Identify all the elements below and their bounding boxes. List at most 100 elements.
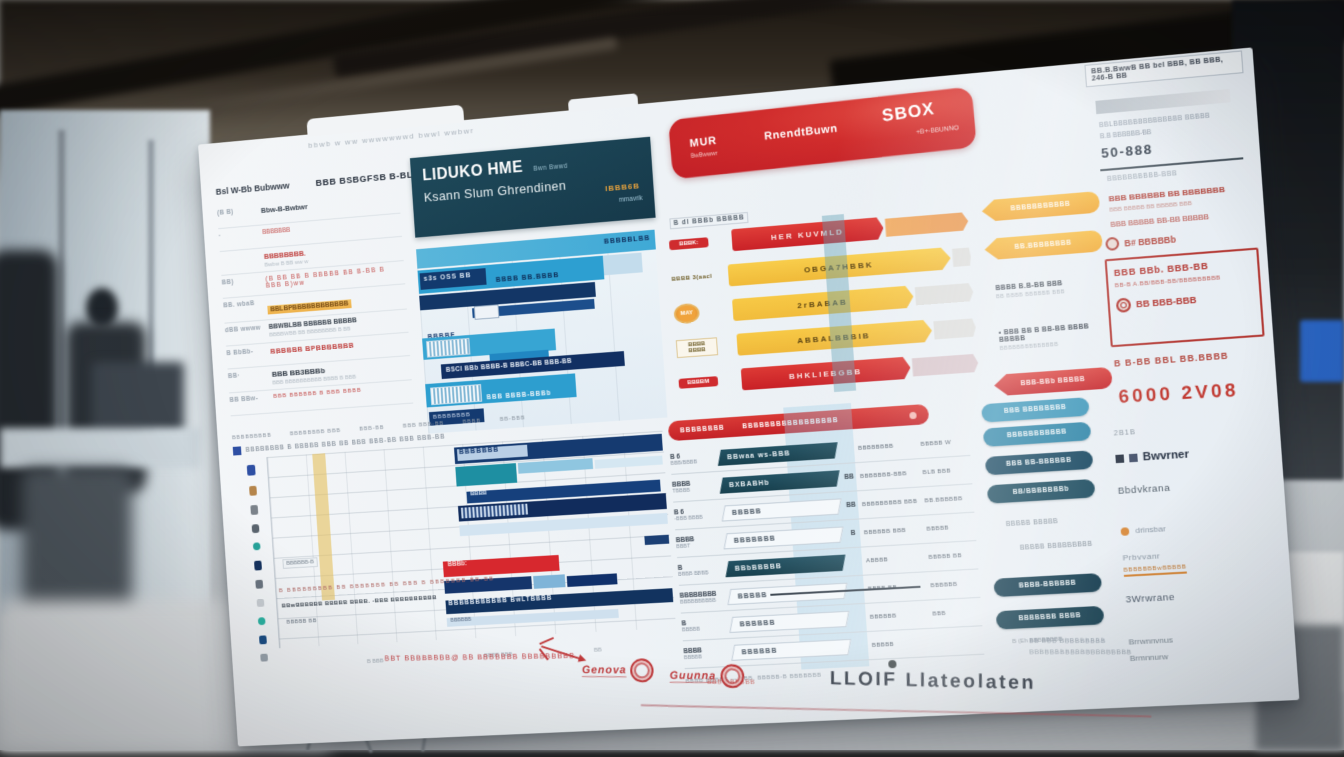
list-item-label: BB· — [227, 372, 241, 381]
row-badge-seal-icon: MAY — [673, 302, 701, 325]
monitor-silhouette — [92, 362, 184, 434]
gantt-label: BBBBBB-B — [282, 557, 318, 569]
table-header-text: BBBBBBBB — [679, 424, 725, 435]
cell: BBBB BBBB — [678, 570, 709, 578]
bar-marker — [473, 304, 500, 320]
axis-label: B BBB — [366, 658, 384, 666]
list-item-label: BB) — [221, 278, 234, 287]
corner-tag-sub: mmavrik — [618, 194, 643, 204]
desk — [0, 428, 200, 468]
gantt-bar: BBBb: — [442, 554, 560, 578]
corner-tag: IBBB6B — [604, 181, 641, 194]
ribbon-text-block: BBBB B.B-BB BBB BB BBBB BBBBBB BBB — [995, 276, 1112, 300]
cell — [848, 617, 870, 618]
panel-item: B B-BB BBL BB.BBBB — [1113, 350, 1229, 369]
bar — [602, 252, 643, 276]
panel-line: BBLBBBBBBBBBBBBBB BBBBB — [1098, 112, 1211, 130]
list-item-label: · — [218, 232, 222, 240]
gantt-bar — [533, 574, 566, 589]
gantt-bar — [455, 463, 518, 487]
title-suffix: Bwn Bwwd — [533, 162, 568, 173]
column-header: BBBBBBBBB — [231, 432, 272, 442]
summary-list: (B B) Bbw-B-Bwbwr · BBBBBBB BBBBBBBB. Bw… — [216, 190, 414, 417]
chart-row: BBBB BBBB ABBALBBBIB — [675, 316, 977, 360]
tag-pill: BBB BB-BBBBBB — [984, 450, 1094, 476]
cell: BBBBB W — [920, 439, 952, 448]
banner-big-text: SBOX — [880, 98, 936, 126]
row-bar-label: BBBBBBB — [733, 534, 776, 544]
list-item-label: dBB wwww — [224, 324, 262, 335]
cell: B — [850, 529, 856, 538]
cell: BBBBB — [926, 524, 950, 533]
bar-extension — [912, 354, 979, 377]
radio-label: B# BBBBBb — [1123, 233, 1177, 249]
stamp-seal-icon — [630, 658, 655, 683]
gantt-bar — [644, 534, 670, 546]
row-bar-label: BBBBB — [731, 507, 763, 516]
divider — [1100, 157, 1244, 172]
ribbon-column: BBBBBBBBBBB BB.BBBBBBBB BBBB B.B-BB BBB … — [981, 190, 1119, 395]
gantt-bar: BBBBBBBBBBB BwLTBBBB — [445, 588, 674, 615]
cell: BBBBBB — [869, 612, 897, 621]
gantt-bar — [517, 458, 594, 474]
square-icon — [1128, 453, 1138, 463]
radio-item: B# BBBBBb — [1105, 232, 1177, 252]
row-bar-label: BXBABHb — [728, 478, 770, 489]
tag-pill: BBBB-BBBBBB — [993, 573, 1103, 598]
cell — [836, 448, 858, 449]
title-card: LIDUKO HME Bwn Bwwd Ksann Slum Ghrendine… — [409, 136, 656, 238]
cell: BBB — [932, 610, 947, 618]
ribbon: BBB-BBb BBBBB — [993, 367, 1112, 396]
legend-item: drinsbar — [1120, 524, 1166, 536]
cell: BB — [846, 501, 856, 510]
bar-hatch — [430, 384, 483, 406]
list-item-text: Bbw-B-Bwbwr — [260, 202, 308, 215]
tag-pill: BBB BBBBBBBB — [981, 397, 1090, 423]
cell: BBBBB — [683, 654, 703, 662]
dashboard-poster: bbwb w ww wwwwwwwd bwwl wwbwr Bsl W-Bb B… — [198, 47, 1300, 747]
cell: BLB BBB — [922, 467, 952, 476]
row-bar: BBBBB — [721, 497, 842, 522]
cell — [934, 640, 981, 642]
cell: BBBBB BB — [928, 552, 963, 561]
square-icon — [1115, 454, 1125, 464]
gantt-bars: BBBBBBB BBBB BBBb: BBBBBBBBBBB BwLTBBBB BBBB… — [233, 418, 680, 673]
bar: 2rBABAB — [732, 285, 914, 321]
meta-left: Bsl W-Bb Bubwww — [215, 180, 290, 197]
tag-pill: BB/BBBBBBBb — [986, 478, 1096, 504]
chart-row: BBBBM BHKLIEBGBB — [678, 352, 979, 395]
stamp-text: Genova — [581, 663, 627, 677]
row-bar-label: BBBBBB — [739, 618, 776, 628]
cell: BBBBBBBBBB — [679, 597, 717, 606]
cell: BBBBBBB-BBB — [859, 470, 908, 480]
cell: BB.BBBBBB — [924, 495, 963, 504]
bar-hatch — [426, 337, 471, 358]
section-label: BBBBBBBBBB-BBB — [1106, 170, 1178, 184]
banner-text: RnendtBuwn — [763, 122, 839, 143]
cell: BBBBB — [681, 626, 701, 634]
legend-item: Brrwnnvnus — [1128, 635, 1174, 647]
bar: HER KUVMLD — [731, 217, 884, 251]
row-bar: BBBBBB — [729, 610, 850, 633]
panel-item-sub: BBB BBBBB BB BBBBB BBB — [1109, 200, 1193, 214]
pin-icon — [888, 659, 897, 669]
list-item-label — [220, 253, 259, 272]
blue-object — [1300, 320, 1344, 382]
gantt-chart: BBBBBBBB B BBBBB BBB BB BBB BBB-BB BBB B… — [232, 418, 680, 673]
legend-item-text: drinsbar — [1135, 524, 1167, 536]
ribbon: BBBBBBBBBBB — [981, 191, 1100, 222]
banner-tag-sub: BwBwwwr — [690, 150, 718, 160]
bullet-icon — [909, 411, 917, 419]
tag-pill-column: BBB BBBBBBBB BBBBBBBBBBB BBB BB-BBBBBB B… — [981, 397, 1110, 658]
axis-label: BB — [593, 647, 602, 654]
pill-note: BBBBB BBBBB — [1005, 517, 1059, 529]
column-header: BBB-BB — [359, 425, 385, 433]
row-badge: BBBK: — [668, 237, 709, 251]
window-frame — [148, 140, 154, 440]
rubber-stamp: Genova — [581, 658, 655, 683]
person-silhouette — [86, 288, 118, 328]
footer-fineprint: BB BBB BBBBBBBBB BBBBBBBBBBBBBBBBBBBB — [1029, 638, 1132, 657]
cell: BBBBB — [871, 641, 895, 649]
